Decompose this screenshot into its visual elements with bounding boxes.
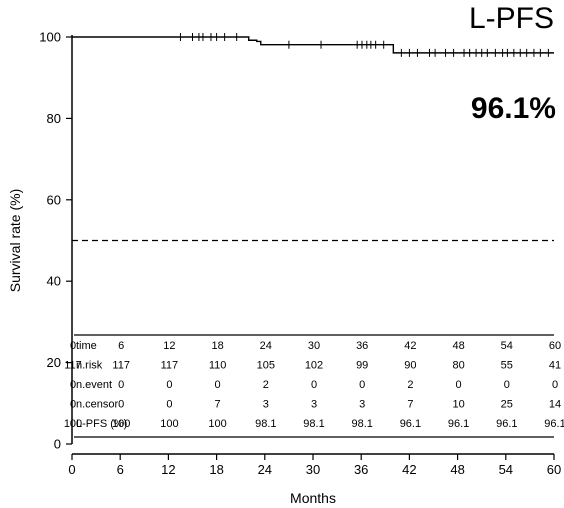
risk-table-cell: 6: [118, 340, 124, 352]
risk-table-row-label: n.event: [76, 379, 112, 391]
risk-table-cell: 100: [112, 418, 130, 430]
risk-table-cell: 7: [407, 399, 413, 411]
risk-table-row-label: n.risk: [76, 360, 103, 372]
risk-table-cell: 24: [260, 340, 272, 352]
risk-table-cell: 0: [456, 379, 462, 391]
x-tick-label: 42: [402, 462, 416, 477]
risk-table-cell: 96.1: [544, 418, 564, 430]
risk-table-cell: 3: [263, 399, 269, 411]
risk-table-cell: 0: [166, 399, 172, 411]
risk-table-cell: 25: [501, 399, 513, 411]
risk-table-cell: 55: [501, 360, 513, 372]
risk-table-cell: 14: [549, 399, 561, 411]
risk-table-cell: 96.1: [400, 418, 421, 430]
risk-table-cell: 0: [311, 379, 317, 391]
risk-table-cell: 30: [308, 340, 320, 352]
risk-table-cell: 117: [64, 360, 82, 372]
risk-table-row-label: n.censor: [76, 399, 119, 411]
risk-table-cell: 42: [404, 340, 416, 352]
risk-table-cell: 98.1: [255, 418, 276, 430]
risk-table-cell: 90: [404, 360, 416, 372]
y-tick-label: 100: [39, 30, 61, 45]
x-tick-label: 24: [258, 462, 272, 477]
risk-table-cell: 100: [64, 418, 82, 430]
risk-table-cell: 0: [118, 379, 124, 391]
x-tick-label: 30: [306, 462, 320, 477]
risk-table-cell: 98.1: [351, 418, 372, 430]
risk-table-cell: 0: [70, 379, 76, 391]
x-tick-label: 6: [117, 462, 124, 477]
risk-table-row-label: L-PFS (%): [76, 418, 127, 430]
x-axis-label: Months: [290, 490, 336, 506]
risk-table-cell: 96.1: [496, 418, 517, 430]
risk-table-cell: 0: [166, 379, 172, 391]
risk-table-cell: 3: [359, 399, 365, 411]
x-tick-label: 18: [209, 462, 223, 477]
x-tick-label: 48: [450, 462, 464, 477]
x-tick-label: 12: [161, 462, 175, 477]
risk-table-row-label: time: [76, 340, 97, 352]
survival-curve: [72, 33, 554, 57]
risk-table-cell: 105: [257, 360, 275, 372]
risk-table-cell: 117: [112, 360, 130, 372]
y-tick-label: 60: [47, 192, 61, 207]
x-tick-label: 60: [547, 462, 561, 477]
risk-table-cell: 36: [356, 340, 368, 352]
risk-table-cell: 117: [161, 360, 179, 372]
risk-table-cell: 0: [359, 379, 365, 391]
risk-table-cell: 10: [452, 399, 464, 411]
risk-table-cell: 96.1: [448, 418, 469, 430]
risk-table-cell: 18: [211, 340, 223, 352]
risk-table-cell: 48: [452, 340, 464, 352]
risk-table-cell: 3: [311, 399, 317, 411]
y-tick-label: 80: [47, 111, 61, 126]
final-rate-annotation: 96.1%: [470, 92, 556, 125]
risk-table-cell: 100: [208, 418, 226, 430]
risk-table-cell: 12: [163, 340, 175, 352]
risk-table-cell: 0: [118, 399, 124, 411]
risk-table-cell: 60: [549, 340, 561, 352]
risk-table-cell: 102: [305, 360, 323, 372]
risk-table-cell: 110: [209, 360, 227, 372]
risk-table-cell: 0: [504, 379, 510, 391]
risk-table-cell: 41: [549, 360, 561, 372]
risk-table-cell: 0: [215, 379, 221, 391]
y-tick-label: 20: [47, 355, 61, 370]
risk-table-cell: 80: [452, 360, 464, 372]
x-tick-label: 0: [68, 462, 75, 477]
survival-step-line: [72, 36, 554, 54]
risk-table-cell: 99: [356, 360, 368, 372]
risk-table-cell: 54: [501, 340, 513, 352]
risk-table-cell: 2: [407, 379, 413, 391]
y-axis-label: Survival rate (%): [7, 189, 23, 292]
y-tick-label: 0: [54, 437, 61, 452]
x-tick-label: 36: [354, 462, 368, 477]
chart-title: L-PFS: [468, 2, 554, 35]
risk-table-cell: 100: [160, 418, 178, 430]
risk-table-cell: 0: [70, 399, 76, 411]
risk-table-cell: 98.1: [303, 418, 324, 430]
risk-table-cell: 0: [70, 340, 76, 352]
risk-table-cell: 2: [263, 379, 269, 391]
risk-table-cell: 7: [215, 399, 221, 411]
risk-table-cell: 0: [552, 379, 558, 391]
x-tick-label: 54: [499, 462, 513, 477]
y-tick-label: 40: [47, 274, 61, 289]
